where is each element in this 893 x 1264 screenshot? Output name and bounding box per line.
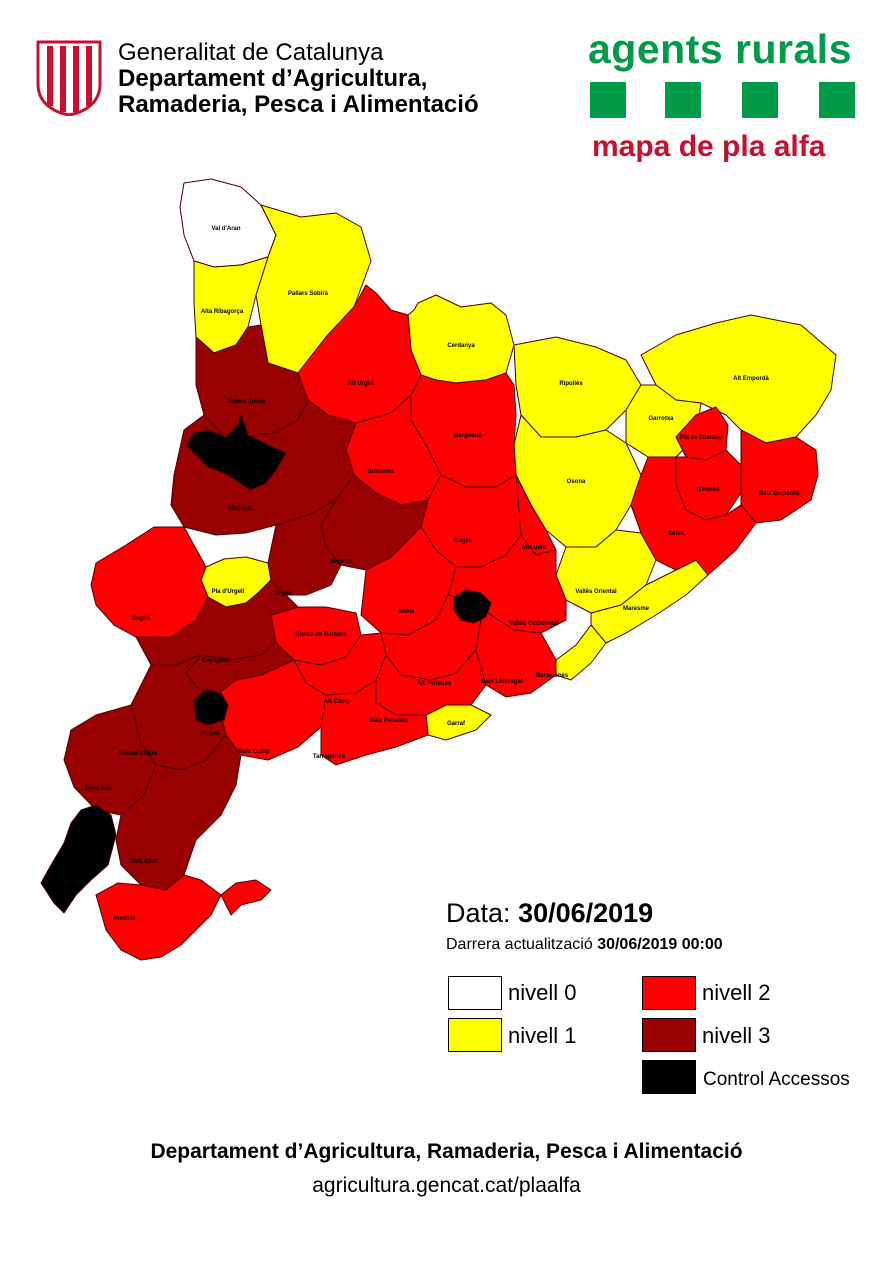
region-label: Alt Urgell <box>348 381 375 387</box>
region-label: Garraf <box>447 721 466 727</box>
legend-label-nivell-1: nivell 1 <box>508 1023 577 1048</box>
legend-swatch-control <box>642 1060 696 1094</box>
region-label: Garrotxa <box>648 416 674 422</box>
generalitat-name: Generalitat de Catalunya <box>118 39 384 66</box>
region-label: Pla d'Urgell <box>212 589 245 595</box>
region-label: Solsonès <box>368 469 395 475</box>
legend-swatch-nivell-0 <box>448 976 502 1010</box>
region-barcelones <box>555 624 607 681</box>
control-area-ports <box>40 804 117 914</box>
region-label: Baix Penedès <box>369 718 409 724</box>
department-name-line2: Ramaderia, Pesca i Alimentació <box>118 91 479 118</box>
control-area-montsec <box>185 414 287 491</box>
region-label: Anoia <box>398 609 415 615</box>
region-label: Priorat <box>200 731 219 737</box>
footer-url: agricultura.gencat.cat/plaalfa <box>312 1174 581 1197</box>
date-value: 30/06/2019 <box>518 898 654 928</box>
region-ripolles <box>513 336 642 438</box>
legend-swatch-nivell-3 <box>642 1018 696 1052</box>
region-label: Pallars Sobirà <box>288 291 329 297</box>
region-label: Pallars Jussà <box>227 399 266 405</box>
region-label: Baix Llobregat <box>481 679 523 685</box>
region-label: Noguera <box>229 506 254 512</box>
region-label: Vallès Oriental <box>575 589 617 595</box>
region-tarragones <box>320 679 429 766</box>
region-delta-ebre <box>220 879 272 916</box>
legend-label-nivell-3: nivell 3 <box>702 1023 771 1048</box>
region-label: Tarragonès <box>313 754 346 760</box>
senyera-shield-icon <box>36 40 102 116</box>
region-label: Montsià <box>113 916 136 922</box>
control-area-prades <box>193 689 229 726</box>
region-label: Alt Penedès <box>417 681 452 687</box>
catalonia-risk-map: Val d'Aran Pallars Sobirà Alta Ribagorça… <box>40 178 837 961</box>
footer-department: Departament d’Agricultura, Ramaderia, Pe… <box>150 1140 743 1163</box>
region-baix-llobregat <box>467 599 557 698</box>
region-cerdanya <box>407 294 515 384</box>
agents-rurals-squares-logo <box>590 82 856 118</box>
date-label: Data: <box>446 898 511 928</box>
last-update-label: Darrera actualització <box>446 936 593 953</box>
region-label: Vallès Occidental <box>509 621 559 627</box>
region-label: Moianès <box>522 545 547 551</box>
region-label: Alt Camp <box>324 699 351 705</box>
legend-label-nivell-2: nivell 2 <box>702 980 771 1005</box>
region-label: Gironès <box>697 487 720 493</box>
region-baix-emporda <box>740 429 819 524</box>
region-baix-ebre <box>115 734 242 891</box>
region-selva <box>630 456 757 576</box>
legend-label-control: Control Accessos <box>703 1069 850 1090</box>
region-label: Cerdanya <box>447 343 475 349</box>
region-labels: Val d'Aran Pallars Sobirà Alta Ribagorça… <box>84 226 800 922</box>
region-label: Segrià <box>132 616 151 622</box>
region-label: Urgell <box>274 591 291 597</box>
date-line: Data: 30/06/2019 <box>446 898 653 929</box>
legend-swatch-nivell-2 <box>642 976 696 1010</box>
legend-swatch-nivell-1 <box>448 1018 502 1052</box>
region-label: Segarra <box>330 559 353 565</box>
last-update-line: Darrera actualització 30/06/2019 00:00 <box>446 936 723 954</box>
region-label: Garrigues <box>202 658 231 664</box>
control-area-sant-llorenc <box>453 589 492 624</box>
region-label: Ribera d'Ebre <box>119 751 158 757</box>
region-label: Ripollès <box>559 381 583 387</box>
region-label: Osona <box>567 479 586 485</box>
region-label: Alta Ribagorça <box>201 309 244 315</box>
region-label: Selva <box>668 531 684 537</box>
region-label: Barcelonès <box>536 673 569 679</box>
legend-label-nivell-0: nivell 0 <box>508 980 577 1005</box>
last-update-value: 30/06/2019 00:00 <box>597 936 723 953</box>
department-name-line1: Departament d’Agricultura, <box>118 65 428 92</box>
region-label: Baix Empordà <box>759 491 800 497</box>
region-label: Terra Alta <box>84 786 112 792</box>
region-label: Pla de l'Estany <box>680 435 723 441</box>
region-label: Alt Empordà <box>733 376 769 382</box>
region-label: Val d'Aran <box>211 226 240 232</box>
map-subtitle: mapa de pla alfa <box>592 130 826 163</box>
region-label: Baix Camp <box>238 749 269 755</box>
region-label: Conca de Barberà <box>295 632 347 638</box>
region-label: Bages <box>454 538 473 544</box>
agents-rurals-title: agents rurals <box>588 26 852 72</box>
region-label: Baix Ebre <box>130 859 158 865</box>
region-val-daran <box>179 178 277 268</box>
region-label: Berguedà <box>454 433 482 439</box>
region-label: Maresme <box>623 606 650 612</box>
